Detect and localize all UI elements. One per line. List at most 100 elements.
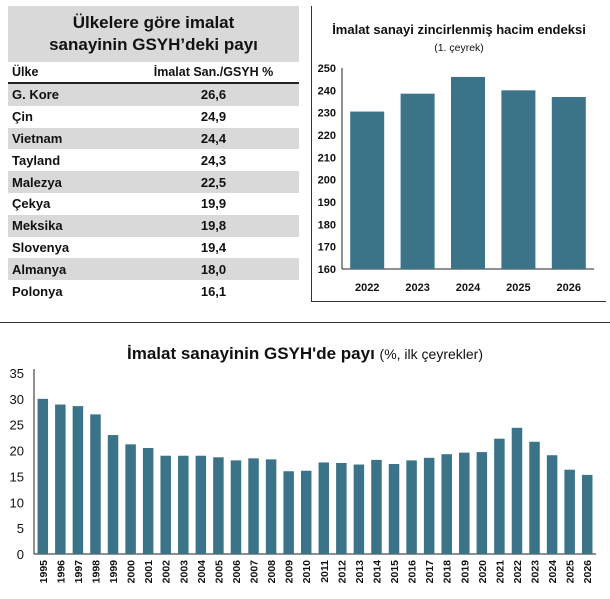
y-tick-label: 220 xyxy=(318,130,336,142)
x-tick-label: 2023 xyxy=(530,560,542,584)
table-header-country: Ülke xyxy=(12,65,39,79)
volume-index-svg: İmalat sanayi zincirlenmiş hacim endeksi… xyxy=(318,22,594,294)
bar-2025 xyxy=(501,90,536,269)
x-tick-label: 2005 xyxy=(213,560,225,584)
x-tick-label: 2026 xyxy=(557,282,581,294)
bar-1997 xyxy=(72,406,84,554)
x-tick-label: 2002 xyxy=(161,560,173,584)
x-tick-label: 2017 xyxy=(424,560,436,584)
table-cell-country: Çin xyxy=(12,109,33,125)
table-cell-country: Çekya xyxy=(12,196,51,212)
x-tick-label: 2021 xyxy=(494,560,506,584)
bar-2002 xyxy=(160,455,171,554)
x-tick-label: 2013 xyxy=(354,560,366,584)
table-header: Ülke İmalat San./GSYH % xyxy=(8,62,299,84)
table-row: Polonya 16,1 xyxy=(8,280,299,302)
y-tick-label: 190 xyxy=(318,197,336,209)
table-row: Meksika 19,8 xyxy=(8,214,299,237)
y-tick-label: 0 xyxy=(17,547,24,562)
manufacturing-share-svg: İmalat sanayinin GSYH'de payı (%, ilk çe… xyxy=(10,344,596,584)
bar-2010 xyxy=(300,470,312,554)
x-tick-label: 2020 xyxy=(477,560,489,584)
bar-2007 xyxy=(248,458,259,554)
bar-1995 xyxy=(37,398,49,554)
table-cell-share: 19,9 xyxy=(200,196,227,212)
bar-1996 xyxy=(55,404,66,554)
y-tick-label: 10 xyxy=(10,495,24,510)
x-tick-label: 1996 xyxy=(55,560,67,584)
x-tick-label: 2007 xyxy=(249,560,261,584)
y-tick-label: 30 xyxy=(10,392,24,407)
bar-2023 xyxy=(400,93,435,269)
bar-2008 xyxy=(265,459,277,554)
bar-2022 xyxy=(350,111,385,269)
x-tick-label: 2024 xyxy=(456,282,481,294)
chart-title: İmalat sanayinin GSYH'de payı (%, ilk çe… xyxy=(127,344,483,363)
x-tick-label: 1998 xyxy=(90,560,102,584)
table-cell-share: 16,1 xyxy=(200,283,227,299)
bar-1998 xyxy=(90,414,101,554)
y-tick-label: 180 xyxy=(318,219,336,231)
bar-2026 xyxy=(551,97,586,270)
bar-2014 xyxy=(371,459,382,554)
x-tick-label: 2019 xyxy=(459,560,471,584)
bar-2017 xyxy=(423,457,435,554)
table-row: Çekya 19,9 xyxy=(8,193,299,215)
y-tick-label: 25 xyxy=(10,418,24,433)
table-row: G. Kore 26,6 xyxy=(8,84,299,106)
x-tick-label: 2024 xyxy=(547,560,559,584)
table-row: Almanya 18,0 xyxy=(8,258,299,281)
table-cell-country: Polonya xyxy=(12,283,63,299)
x-tick-label: 2012 xyxy=(336,560,348,584)
table-row: Vietnam 24,4 xyxy=(8,127,299,150)
bar-2000 xyxy=(125,444,136,554)
y-tick-label: 230 xyxy=(318,108,336,120)
bar-2024 xyxy=(546,455,558,554)
table-cell-country: Vietnam xyxy=(12,130,63,146)
x-tick-label: 2025 xyxy=(506,282,530,294)
y-tick-label: 200 xyxy=(318,175,336,187)
chart-subtitle: (1. çeyrek) xyxy=(434,42,484,54)
chart-title: İmalat sanayi zincirlenmiş hacim endeksi xyxy=(332,22,586,37)
table-cell-country: Meksika xyxy=(12,218,63,234)
table-cell-share: 22,5 xyxy=(200,174,227,190)
table-title: Ülkelere göre imalat sanayinin GSYH’deki… xyxy=(8,6,299,62)
bar-2012 xyxy=(336,462,347,554)
chart-title-main: İmalat sanayinin GSYH'de payı xyxy=(127,344,380,363)
table-row: Tayland 24,3 xyxy=(8,149,299,171)
x-tick-label: 2022 xyxy=(512,560,524,584)
x-tick-label: 2018 xyxy=(442,560,454,584)
bar-2018 xyxy=(441,454,452,554)
table-body: G. Kore 26,6 Çin 24,9 Vietnam 24,4 Tayland 24,3… xyxy=(8,84,299,302)
table-row: Slovenya 19,4 xyxy=(8,237,299,259)
table-cell-share: 24,4 xyxy=(200,130,227,146)
country-share-table: Ülkelere göre imalat sanayinin GSYH’deki… xyxy=(8,6,299,302)
x-tick-label: 1997 xyxy=(73,560,85,584)
y-tick-label: 160 xyxy=(318,264,336,276)
table-cell-country: Malezya xyxy=(12,174,62,190)
x-tick-label: 2025 xyxy=(565,560,577,584)
bar-1999 xyxy=(107,435,119,554)
y-tick-label: 20 xyxy=(10,444,24,459)
chart-subtitle: (%, ilk çeyrekler) xyxy=(380,346,483,362)
bar-2013 xyxy=(353,464,365,554)
x-tick-label: 2016 xyxy=(407,560,419,584)
x-tick-label: 1999 xyxy=(108,560,120,584)
bar-2026 xyxy=(581,474,593,554)
y-tick-label: 240 xyxy=(318,85,336,97)
x-tick-label: 2023 xyxy=(405,282,429,294)
bar-2024 xyxy=(451,76,485,269)
table-row: Malezya 22,5 xyxy=(8,171,299,193)
table-cell-share: 19,4 xyxy=(200,239,227,255)
x-tick-label: 2026 xyxy=(582,560,594,584)
bar-2022 xyxy=(511,427,523,554)
table-title-line1: Ülkelere göre imalat xyxy=(72,13,235,32)
bar-2021 xyxy=(494,438,505,554)
x-tick-label: 2009 xyxy=(284,560,296,584)
table-header-share: İmalat San./GSYH % xyxy=(153,65,274,79)
y-tick-label: 5 xyxy=(17,521,24,536)
bar-2023 xyxy=(529,441,540,554)
table-cell-country: G. Kore xyxy=(12,87,59,103)
bar-2001 xyxy=(142,447,154,554)
table-cell-share: 24,3 xyxy=(200,152,227,168)
